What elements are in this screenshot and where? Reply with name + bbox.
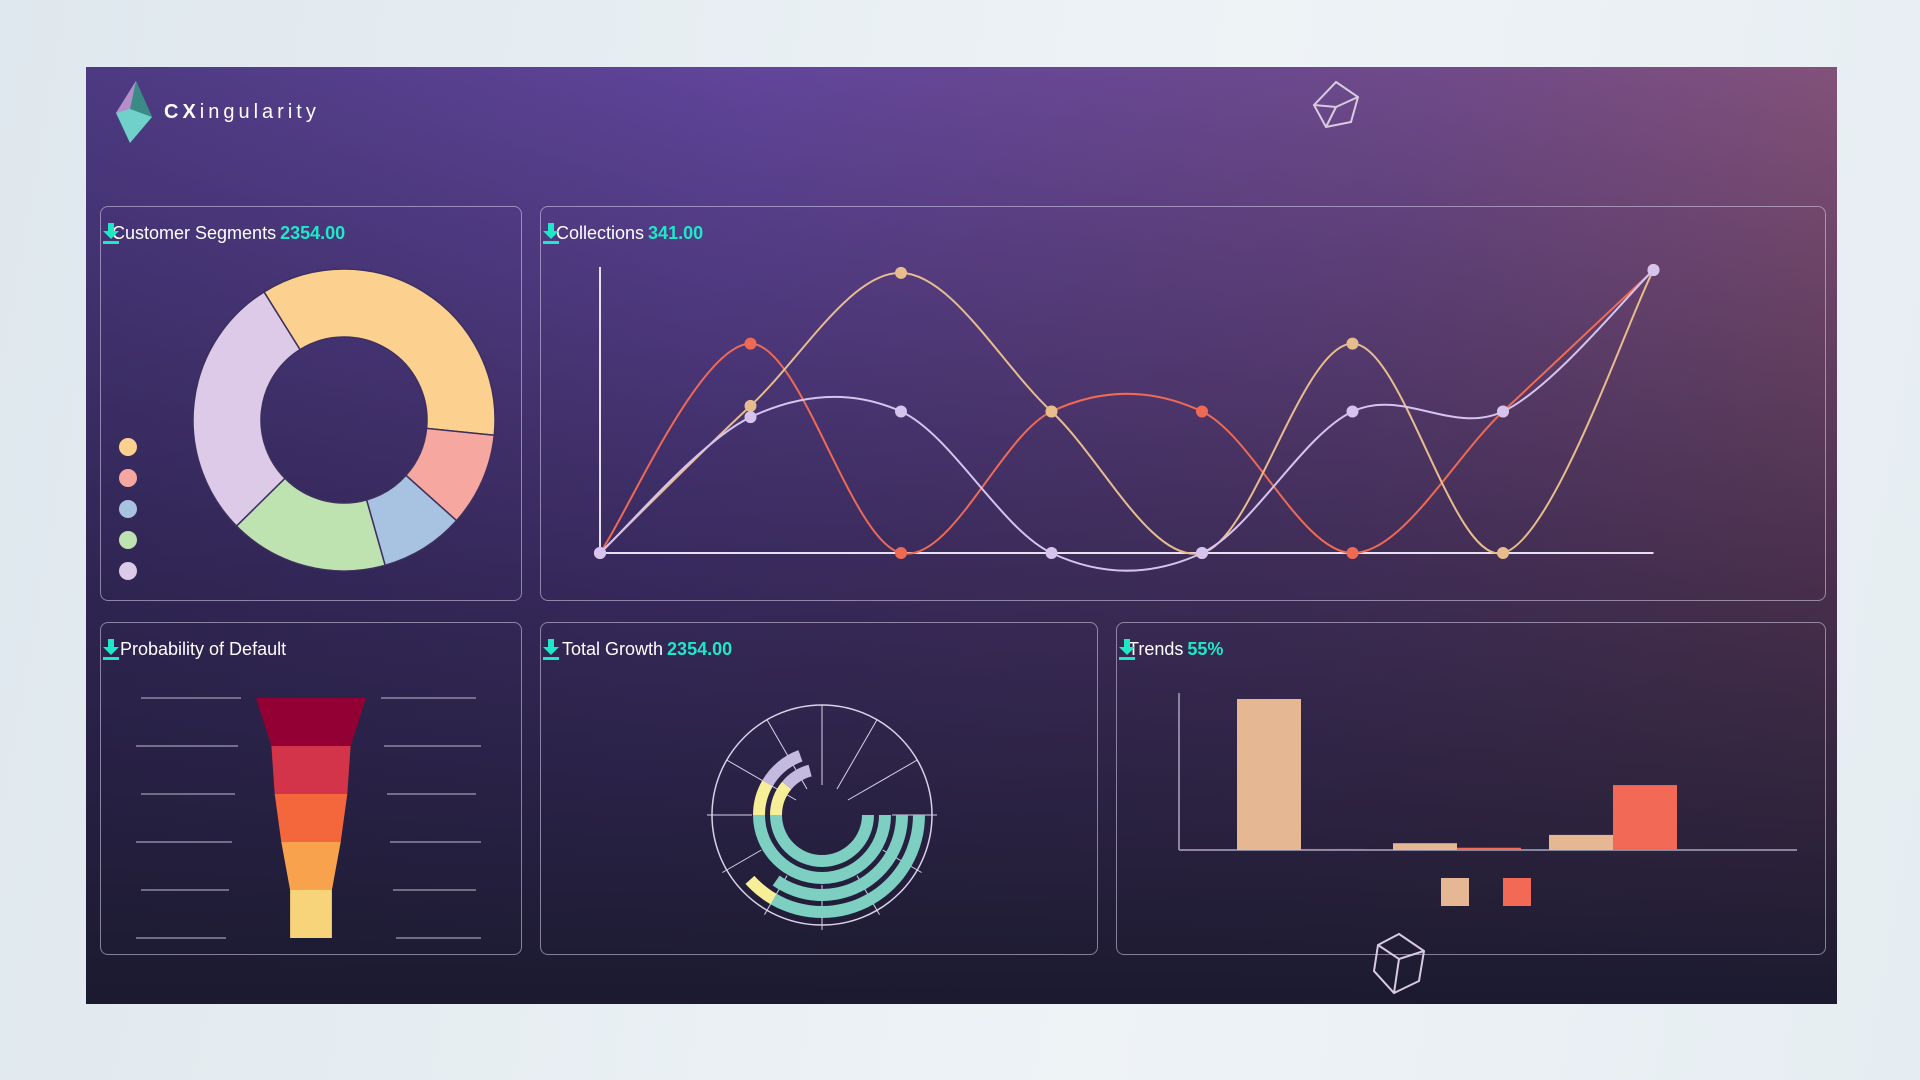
radial-tick — [836, 719, 878, 790]
panel-title: Collections 341.00 — [556, 223, 704, 243]
series-line — [599, 269, 1655, 555]
radial-segment — [770, 781, 792, 815]
data-point — [1346, 547, 1359, 559]
download-icon[interactable] — [541, 637, 561, 661]
bar — [1301, 848, 1365, 850]
radial-segment — [762, 750, 803, 787]
panel-value: 2354.00 — [667, 639, 733, 659]
radial-tick — [722, 849, 762, 873]
download-icon[interactable] — [541, 221, 561, 245]
data-point — [1346, 405, 1359, 418]
panel-title: Total Growth 2354.00 — [562, 639, 733, 659]
data-point — [1647, 264, 1660, 276]
radial-segment — [782, 764, 812, 790]
bar — [1393, 843, 1457, 850]
panel-trends: Trends 55% — [1116, 622, 1826, 955]
brand-logo: CXingularity — [112, 79, 320, 145]
line-chart — [594, 264, 1660, 572]
funnel-stage — [274, 794, 348, 842]
bar — [1457, 847, 1521, 850]
radial-segment — [745, 875, 777, 905]
panel-title: Trends 55% — [1128, 639, 1224, 659]
panel-title: Probability of Default — [120, 639, 287, 659]
panel-collections: Collections 341.00 — [540, 206, 1826, 601]
donut-slice — [262, 268, 496, 437]
radial-segment — [770, 815, 925, 918]
legend-dot — [119, 469, 137, 487]
panel-probability-of-default: Probability of Default — [100, 622, 522, 955]
bar — [1549, 834, 1613, 850]
dashboard: CXingularity Customer Segments 2354.00 Co… — [86, 67, 1837, 1004]
data-point — [1497, 405, 1509, 418]
data-point — [895, 266, 907, 279]
download-icon[interactable] — [101, 221, 121, 245]
funnel-stage — [290, 890, 332, 938]
funnel-stage — [271, 746, 351, 794]
panel-customer-segments: Customer Segments 2354.00 — [100, 206, 522, 601]
radial-segment — [772, 815, 908, 901]
legend-dot — [119, 531, 137, 549]
legend-dot — [119, 500, 137, 518]
funnel-stage — [256, 698, 366, 746]
donut-slice — [192, 290, 302, 528]
data-point — [744, 337, 757, 350]
bar — [1613, 785, 1677, 850]
radial-tick — [847, 759, 918, 801]
series-line — [599, 269, 1655, 555]
radial-segment — [753, 780, 773, 815]
brand-name: CXingularity — [164, 100, 320, 123]
cube-decoration-icon — [1312, 80, 1360, 129]
download-icon[interactable] — [1117, 637, 1137, 661]
data-point — [744, 399, 757, 412]
data-point — [1045, 547, 1058, 559]
panel-value: 55% — [1187, 639, 1224, 659]
bar — [1237, 699, 1301, 850]
data-point — [1045, 405, 1058, 418]
radial-segment — [770, 815, 874, 867]
data-point — [895, 405, 907, 418]
radial-bar-chart — [707, 704, 937, 930]
legend-swatch — [1441, 878, 1469, 906]
download-icon[interactable] — [101, 637, 121, 661]
panel-title: Customer Segments 2354.00 — [112, 223, 346, 243]
data-point — [1196, 405, 1208, 418]
panel-value: 341.00 — [648, 223, 704, 243]
legend-swatch — [1503, 878, 1531, 906]
data-point — [895, 547, 907, 559]
radial-segment — [753, 815, 891, 884]
data-point — [1497, 547, 1509, 559]
legend-dot — [119, 438, 137, 456]
panel-value: 2354.00 — [280, 223, 346, 243]
data-point — [744, 411, 757, 424]
data-point — [594, 547, 606, 559]
donut-chart — [119, 268, 496, 580]
funnel-stage — [281, 842, 341, 890]
funnel-chart — [136, 697, 481, 939]
series-line — [599, 269, 1655, 572]
panel-total-growth: Total Growth 2354.00 — [540, 622, 1098, 955]
bar-chart — [1178, 693, 1797, 906]
data-point — [1346, 337, 1359, 350]
cube-decoration-icon — [1372, 932, 1426, 995]
data-point — [1196, 547, 1208, 559]
logo-gem-icon — [116, 81, 152, 143]
legend-dot — [119, 562, 137, 580]
